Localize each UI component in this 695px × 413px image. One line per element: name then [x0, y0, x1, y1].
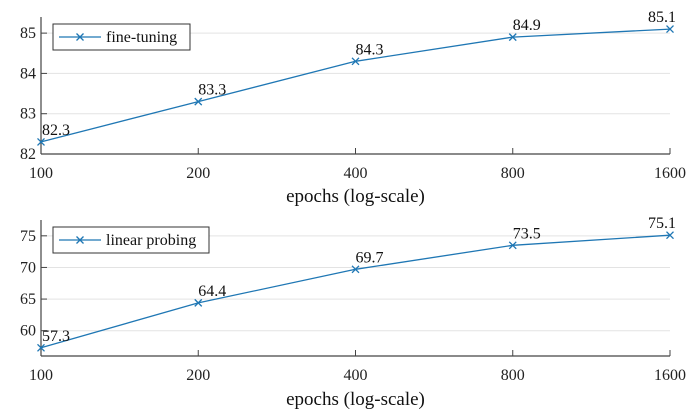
y-tick-label: 70 — [20, 259, 36, 276]
data-label: 69.7 — [356, 249, 384, 266]
legend-label: fine-tuning — [106, 29, 177, 46]
y-tick-label: 83 — [20, 106, 36, 123]
y-tick-label: 65 — [20, 291, 36, 308]
y-tick-label: 84 — [20, 65, 36, 82]
data-point-marker — [194, 97, 203, 106]
data-point-marker — [508, 33, 517, 42]
data-point-marker — [666, 25, 674, 34]
legend: linear probing — [52, 226, 210, 254]
data-label: 84.9 — [513, 17, 541, 34]
data-point-marker — [37, 343, 45, 352]
legend: fine-tuning — [52, 23, 191, 51]
marker-stroke — [666, 25, 674, 34]
x-tick-label: 200 — [186, 165, 210, 182]
legend-marker — [76, 236, 84, 244]
x-tick-label: 1600 — [654, 367, 686, 384]
marker-stroke — [37, 137, 45, 146]
x-tick-label: 200 — [186, 367, 210, 384]
data-point-marker — [194, 298, 203, 307]
marker-stroke — [351, 57, 360, 66]
x-tick-label: 1600 — [654, 165, 686, 182]
data-label: 85.1 — [648, 9, 676, 26]
data-point-marker — [508, 241, 517, 250]
linear-probing-chart: 60 65 70 75 100 200 400 800 1600 epochs (log-scal… — [20, 215, 686, 410]
marker-stroke — [351, 265, 360, 274]
marker-stroke — [194, 298, 203, 307]
legend-marker — [76, 33, 84, 41]
x-tick-label: 100 — [29, 367, 53, 384]
data-point-marker — [37, 137, 45, 146]
y-tick-label: 60 — [20, 323, 36, 340]
y-tick-label: 85 — [20, 25, 36, 42]
marker-stroke — [37, 343, 45, 352]
marker-stroke — [508, 33, 517, 42]
data-label: 64.4 — [198, 283, 226, 300]
legend-label: linear probing — [106, 232, 196, 249]
x-axis-label: epochs (log-scale) — [286, 389, 425, 410]
data-label: 57.3 — [42, 328, 70, 345]
data-label: 83.3 — [198, 82, 226, 99]
data-label: 75.1 — [648, 215, 676, 232]
data-label: 82.3 — [42, 122, 70, 139]
marker-stroke — [508, 241, 517, 250]
marker-stroke — [666, 231, 674, 240]
marker-stroke — [194, 97, 203, 106]
x-tick-label: 800 — [501, 165, 525, 182]
x-axis-label: epochs (log-scale) — [286, 186, 425, 207]
fine-tuning-chart: 82 83 84 85 100 200 400 800 1600 epochs (log-scal… — [20, 9, 686, 207]
data-label: 84.3 — [356, 41, 384, 58]
data-point-marker — [666, 231, 674, 240]
x-tick-label: 400 — [344, 165, 368, 182]
y-tick-label: 82 — [20, 146, 36, 163]
data-point-marker — [351, 57, 360, 66]
x-tick-label: 100 — [29, 165, 53, 182]
x-tick-label: 400 — [344, 367, 368, 384]
data-label: 73.5 — [513, 225, 541, 242]
x-tick-label: 800 — [501, 367, 525, 384]
data-point-marker — [351, 265, 360, 274]
y-tick-label: 75 — [20, 228, 36, 245]
